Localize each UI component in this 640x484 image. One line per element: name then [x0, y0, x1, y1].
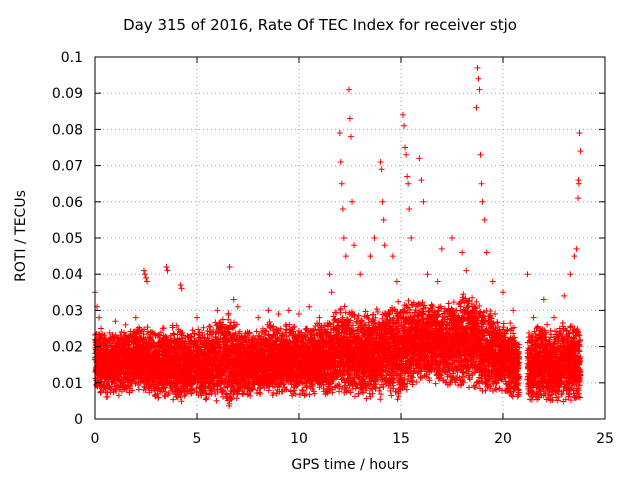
data-point: [161, 325, 167, 331]
data-point: [116, 392, 122, 398]
data-point: [270, 323, 276, 329]
data-point: [257, 391, 263, 397]
data-point: [213, 398, 219, 404]
data-point: [118, 329, 124, 335]
data-point: [178, 398, 184, 404]
data-point: [306, 392, 312, 398]
data-points: [92, 65, 584, 409]
data-point: [195, 327, 201, 333]
data-point: [234, 395, 240, 401]
data-point: [201, 325, 207, 331]
